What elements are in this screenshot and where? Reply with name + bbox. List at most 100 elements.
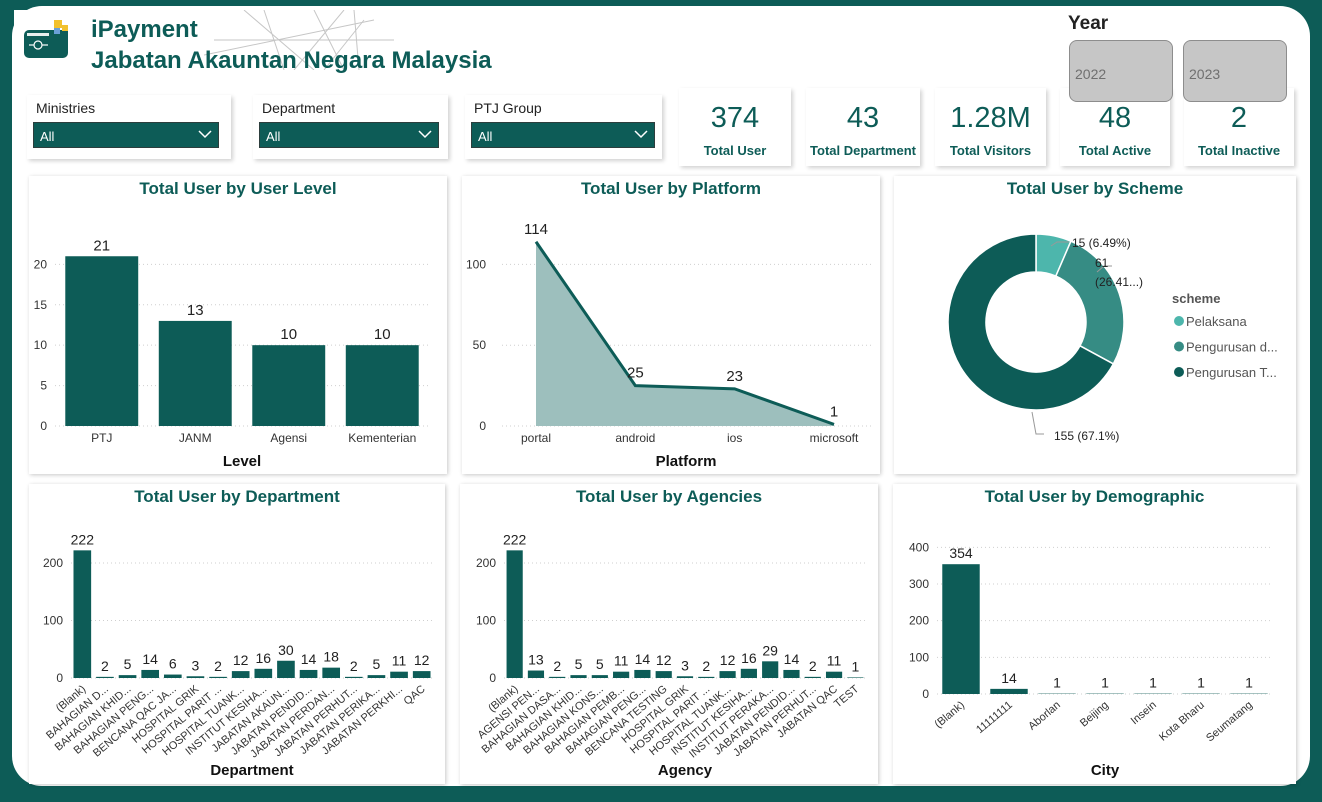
- area-fill: [536, 241, 834, 426]
- bar: [412, 671, 431, 678]
- x-tick-label: Seumatang: [1204, 699, 1255, 744]
- chart-title: Total User by User Level: [139, 179, 337, 198]
- data-label: 61: [1095, 256, 1109, 270]
- ptj-group-dropdown[interactable]: All: [471, 122, 655, 148]
- legend-marker: [1174, 341, 1184, 352]
- bar: [676, 676, 694, 678]
- kpi-label: Total Visitors: [949, 143, 1032, 158]
- x-axis-title: City: [1091, 762, 1120, 779]
- kpi-label: Total User: [703, 143, 767, 158]
- chart-platform-panel: Total User by Platform 0 50 100 114 portal 25…: [462, 176, 880, 474]
- x-tick-label: microsoft: [810, 431, 859, 445]
- data-label: 2: [809, 658, 817, 674]
- y-tick-label: 20: [34, 257, 48, 271]
- chart-department-panel: Total User by Department 0 100 200 222 (Blan…: [29, 484, 445, 784]
- x-tick-label: PTJ: [91, 431, 112, 445]
- bar: [209, 676, 227, 678]
- x-axis-title: Department: [210, 762, 293, 779]
- bar: [73, 550, 92, 678]
- chevron-down-icon: [634, 130, 648, 139]
- donut-slice: [947, 233, 1115, 411]
- bar: [570, 675, 587, 678]
- kpi-total-visitors: 1.28M Total Visitors: [935, 88, 1046, 166]
- data-label: 16: [256, 650, 272, 666]
- data-label: 11: [614, 653, 629, 669]
- bar: [96, 676, 114, 678]
- app-subtitle: Jabatan Akauntan Negara Malaysia: [91, 47, 492, 74]
- data-label: 13: [528, 652, 544, 668]
- bar: [65, 256, 139, 426]
- data-label: 18: [323, 649, 339, 665]
- callout-line: [1050, 241, 1069, 247]
- data-label: 14: [635, 651, 651, 667]
- bar: [655, 671, 672, 678]
- chart-agencies-panel: Total User by Agencies 0 100 200 222 (Blank)…: [460, 484, 878, 784]
- data-label: 1: [1149, 675, 1157, 691]
- chart-platform: 0 50 100 114 portal 25 android 23 ios 1 microsoft P…: [466, 221, 872, 470]
- y-tick-label: 100: [476, 614, 496, 628]
- department-dropdown[interactable]: All: [259, 122, 439, 148]
- data-label: 14: [1001, 670, 1017, 686]
- chart-title: Total User by Scheme: [1006, 179, 1184, 198]
- x-axis-title: Agency: [658, 762, 713, 779]
- kpi-value: 43: [846, 102, 880, 134]
- series-line: [534, 240, 835, 426]
- department-slicer: Department All: [253, 95, 448, 159]
- ptj-group-value: All: [478, 129, 493, 144]
- x-tick-label: ios: [727, 431, 742, 445]
- kpi-value: 1.28M: [950, 102, 1031, 134]
- y-tick-label: 400: [909, 540, 929, 554]
- ipayment-logo-icon: [24, 20, 68, 58]
- chart-title: Total User by Agencies: [575, 487, 763, 506]
- bar: [847, 677, 864, 678]
- frame-border: [0, 786, 1322, 802]
- ptj-group-slicer: PTJ Group All: [465, 95, 662, 159]
- ministries-slicer: Ministries All: [27, 95, 231, 159]
- bar: [141, 669, 160, 678]
- y-tick-label: 0: [489, 671, 496, 685]
- x-axis-title: Platform: [656, 453, 717, 470]
- data-label: 12: [233, 652, 249, 668]
- bar: [549, 676, 566, 678]
- year-button-2022[interactable]: 2022: [1069, 40, 1173, 102]
- data-label: 12: [720, 652, 736, 668]
- data-label: 222: [503, 531, 527, 547]
- y-tick-label: 100: [909, 650, 929, 664]
- kpi-total-user: 374 Total User: [679, 88, 791, 166]
- bar: [506, 550, 523, 678]
- ministries-value: All: [40, 129, 55, 144]
- bar: [163, 674, 182, 678]
- x-tick-label: Kementerian: [348, 431, 416, 445]
- x-axis-title: Level: [223, 453, 261, 470]
- data-label: 14: [301, 651, 317, 667]
- chart-user-level: 0 5 10 15 20 21 PTJ 13 JANM 10 Agensi 10 Kementerian…: [34, 237, 429, 470]
- bar: [783, 669, 800, 678]
- data-label: 5: [124, 656, 132, 672]
- year-button-2023[interactable]: 2023: [1183, 40, 1287, 102]
- bar: [186, 676, 205, 678]
- y-tick-label: 100: [43, 614, 63, 628]
- ministries-dropdown[interactable]: All: [33, 122, 219, 148]
- bar: [825, 671, 843, 678]
- data-label: 10: [280, 326, 297, 343]
- data-label: 10: [374, 326, 391, 343]
- x-tick-label: Insein: [1129, 699, 1159, 727]
- bar: [254, 668, 273, 678]
- kpi-value: 2: [1230, 102, 1248, 134]
- app-title: iPayment: [91, 16, 198, 43]
- data-label: 2: [101, 658, 109, 674]
- data-label: 14: [142, 651, 158, 667]
- data-label: 2: [702, 658, 710, 674]
- y-tick-label: 50: [473, 338, 487, 352]
- data-label: 16: [741, 650, 757, 666]
- y-tick-label: 15: [34, 298, 48, 312]
- data-label: 1: [1197, 675, 1205, 691]
- x-tick-label: android: [615, 431, 655, 445]
- bar: [367, 675, 386, 678]
- x-tick-label: TEST: [832, 683, 861, 710]
- kpi-value: 48: [1098, 102, 1132, 134]
- legend-item: Pengurusan d...: [1186, 340, 1278, 355]
- bar: [698, 676, 715, 678]
- bar: [322, 667, 341, 678]
